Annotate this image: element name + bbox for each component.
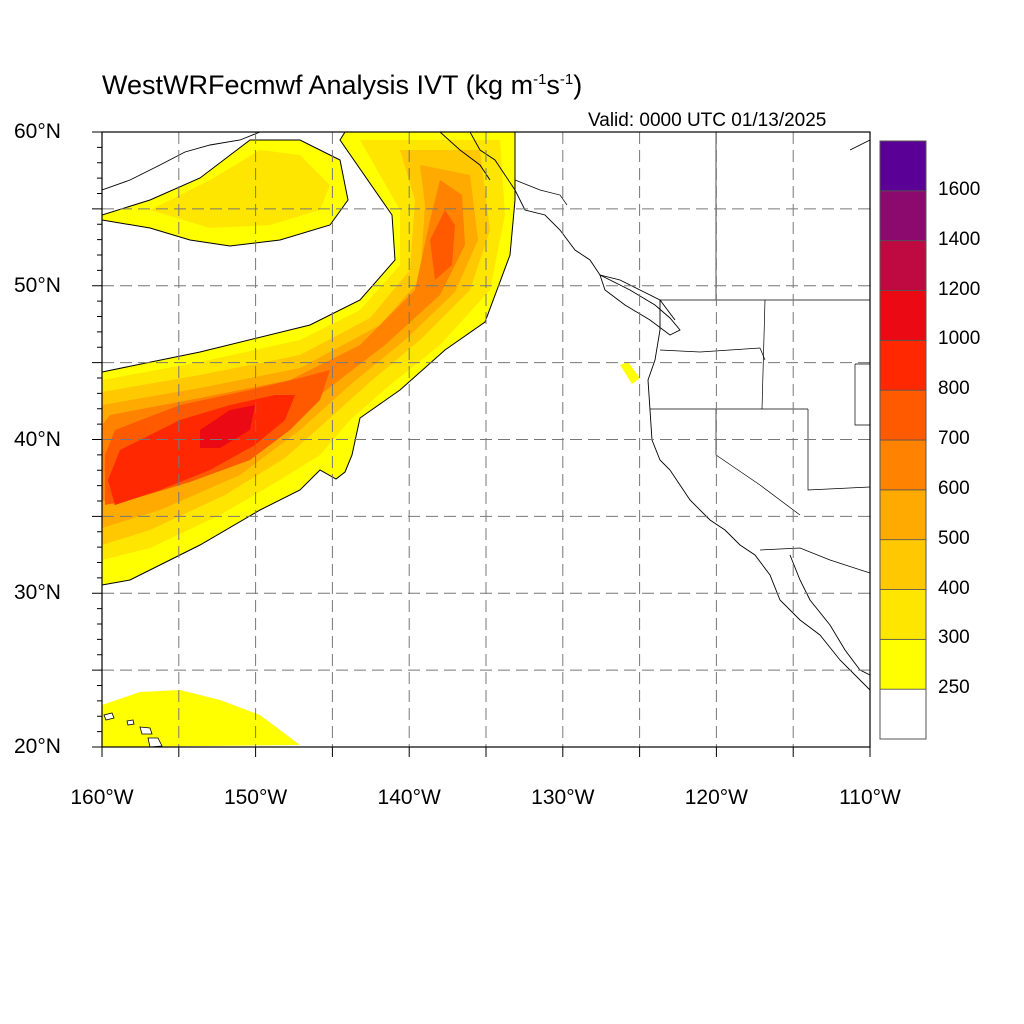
colorbar-box [879,439,927,491]
idaho-border [761,299,766,410]
colorbar-box [879,638,927,690]
lat-label: 40°N [14,427,61,451]
title-mid: s [546,70,560,100]
colorbar-label: 250 [938,677,970,699]
colorbar-label: 500 [938,527,970,549]
nv-az-border [807,409,870,491]
map-plot-area [102,132,870,747]
colorbar-label: 1400 [938,228,981,250]
lat-label: 60°N [14,120,61,143]
title-exp-1: -1 [533,71,547,88]
colorbar-box [879,290,927,341]
graticule [102,132,870,747]
colorbar-label: 400 [938,577,970,599]
ivt-shading [102,132,640,747]
colorbar-box [879,539,927,590]
colorbar-box [879,389,927,441]
alaska-canada-border [514,179,568,206]
map-title: WestWRFecmwf Analysis IVT (kg m-1s-1) [102,70,582,101]
alaska-gulf-coast [439,132,491,181]
colorbar-label: 800 [938,378,970,400]
lon-label: 130°W [531,786,595,809]
colorbar-box [879,489,927,541]
ivt-contour-700-north [430,210,455,280]
ivt-contour-lines [102,132,516,586]
vancouver-island [599,274,681,336]
valid-time: Valid: 0000 UTC 01/13/2025 [588,110,827,131]
colorbar-label: 300 [938,627,970,649]
axis-ticks [92,131,871,757]
hawaii-islands [103,712,163,747]
colorbar-box [879,339,927,391]
lon-label: 140°W [377,786,441,809]
wa-or-border [659,347,766,361]
wy-border [854,363,870,426]
colorbar-label: 700 [938,428,970,449]
colorbar-label: 1000 [938,328,981,350]
lon-label: 150°W [223,786,288,809]
lat-label: 30°N [14,581,61,605]
colorbar-label: 1200 [938,278,981,300]
lon-label: 110°W [839,786,901,809]
colorbar-box [879,190,927,242]
colorbar-box [879,140,927,192]
colorbar-box [879,240,927,291]
lon-label: 120°W [684,786,749,809]
colorbar-frame [879,140,927,740]
ivt-contour-1000 [200,405,255,448]
lat-label: 20°N [14,735,61,758]
title-prefix: WestWRFecmwf Analysis IVT (kg m [102,70,534,100]
us-mexico-border [759,547,870,574]
colorbar-box-below [879,688,927,740]
colorbar [879,140,927,740]
colorbar-label: 600 [938,477,970,499]
colorbar-label: 1600 [938,178,981,200]
west-coast [647,300,870,691]
colorbar-box [879,589,927,640]
alaska-coast [102,132,261,191]
title-exp-2: -1 [559,71,574,88]
alaska-panhandle-coast [469,132,676,321]
title-suffix: ) [573,70,583,100]
lon-label: 160°W [70,786,134,809]
hudson-coast-ne [849,139,870,151]
lat-label: 50°N [14,273,61,297]
ivt-contour-250-blob [620,362,640,384]
